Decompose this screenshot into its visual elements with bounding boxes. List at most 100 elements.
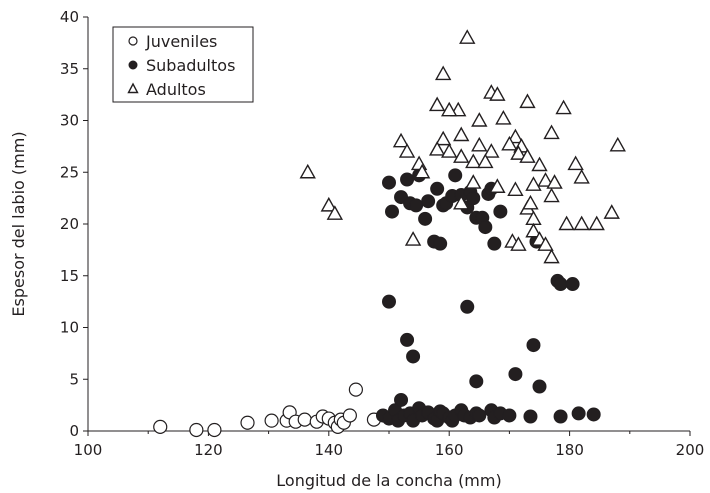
point-subadultos xyxy=(385,204,400,219)
point-adultos xyxy=(471,136,488,152)
x-tick-label: 140 xyxy=(314,441,343,459)
point-adultos xyxy=(573,168,590,184)
point-juveniles xyxy=(240,415,255,430)
point-adultos xyxy=(525,222,542,238)
legend-marker-juveniles xyxy=(128,36,138,46)
axes: 100 120 140 160 180 200 0 5 10 15 20 25 30 35 40 xyxy=(60,8,704,459)
point-adultos xyxy=(465,153,482,169)
point-adultos xyxy=(434,130,452,146)
point-adultos xyxy=(537,236,554,251)
point-adultos xyxy=(546,174,563,189)
point-adultos xyxy=(404,231,422,246)
point-juveniles xyxy=(348,382,363,397)
y-tick-label: 40 xyxy=(60,8,79,26)
point-adultos xyxy=(483,143,500,158)
legend-label-juveniles: Juveniles xyxy=(145,32,217,51)
point-subadultos xyxy=(586,407,601,422)
x-axis-ticks: 100 120 140 160 180 200 xyxy=(74,431,705,459)
point-adultos xyxy=(519,148,536,163)
point-subadultos xyxy=(553,277,568,292)
y-tick-label: 10 xyxy=(60,319,79,337)
point-adultos xyxy=(525,176,542,191)
point-subadultos xyxy=(508,367,523,382)
point-juveniles xyxy=(297,412,312,427)
point-adultos xyxy=(543,187,560,203)
x-tick-label: 100 xyxy=(74,441,103,459)
point-subadultos xyxy=(526,338,541,353)
y-tick-label: 0 xyxy=(69,422,79,440)
point-subadultos xyxy=(382,175,396,190)
point-subadultos xyxy=(394,392,409,407)
point-adultos xyxy=(441,143,458,158)
point-adultos xyxy=(459,29,476,44)
point-subadultos xyxy=(469,374,484,389)
y-tick-label: 5 xyxy=(69,370,79,388)
point-subadultos xyxy=(460,299,475,314)
point-adultos xyxy=(573,215,590,231)
point-adultos xyxy=(543,248,560,264)
point-adultos xyxy=(392,132,410,148)
point-adultos xyxy=(453,148,470,163)
point-subadultos xyxy=(502,408,517,423)
point-juveniles xyxy=(342,408,357,423)
point-adultos xyxy=(558,215,575,231)
point-subadultos xyxy=(400,332,415,347)
point-adultos xyxy=(471,112,488,127)
x-axis-title: Longitud de la concha (mm) xyxy=(276,471,501,490)
point-adultos xyxy=(477,153,494,169)
point-subadultos xyxy=(493,204,508,219)
point-subadultos xyxy=(433,236,448,251)
point-adultos xyxy=(495,109,512,125)
point-adultos xyxy=(398,143,416,158)
point-subadultos xyxy=(421,194,436,209)
y-axis-title: Espesor del labio (mm) xyxy=(9,131,28,316)
point-adultos xyxy=(507,181,524,197)
y-tick-label: 35 xyxy=(60,60,79,78)
point-adultos xyxy=(428,141,446,156)
point-adultos xyxy=(413,163,431,179)
point-subadultos xyxy=(382,294,396,309)
legend-marker-subadultos xyxy=(128,60,138,70)
point-subadultos xyxy=(532,379,547,394)
point-subadultos xyxy=(466,191,481,206)
point-adultos xyxy=(510,236,527,251)
point-adultos xyxy=(320,196,337,212)
point-subadultos xyxy=(472,408,487,423)
y-tick-label: 15 xyxy=(60,267,79,285)
point-adultos xyxy=(522,194,539,210)
point-juveniles xyxy=(189,422,204,438)
legend-label-subadultos: Subadultos xyxy=(146,56,235,75)
point-adultos xyxy=(537,172,554,187)
point-adultos xyxy=(441,101,458,117)
point-adultos xyxy=(567,155,584,171)
point-adultos xyxy=(489,178,506,193)
point-adultos xyxy=(510,145,527,160)
point-adultos xyxy=(501,135,518,151)
point-juveniles xyxy=(207,422,222,438)
point-subadultos xyxy=(409,198,424,213)
point-adultos xyxy=(507,128,524,144)
x-tick-label: 200 xyxy=(676,441,705,459)
point-adultos xyxy=(588,215,605,231)
point-adultos xyxy=(326,205,344,220)
point-adultos xyxy=(531,156,548,172)
point-adultos xyxy=(299,163,316,179)
legend: Juveniles Subadultos Adultos xyxy=(112,26,254,103)
point-subadultos xyxy=(400,172,415,187)
point-subadultos xyxy=(430,181,445,196)
point-juveniles xyxy=(264,413,279,428)
point-subadultos xyxy=(571,406,586,421)
data-points xyxy=(153,29,626,438)
y-axis-ticks: 0 5 10 15 20 25 30 35 40 xyxy=(60,8,88,440)
point-adultos xyxy=(453,194,470,210)
point-adultos xyxy=(519,93,536,109)
legend-label-adultos: Adultos xyxy=(146,80,206,99)
point-subadultos xyxy=(523,409,538,424)
y-tick-label: 20 xyxy=(60,215,79,233)
point-adultos xyxy=(489,86,506,101)
point-adultos xyxy=(543,124,560,140)
point-subadultos xyxy=(418,211,433,226)
point-subadultos xyxy=(487,236,502,251)
point-adultos xyxy=(603,204,620,219)
